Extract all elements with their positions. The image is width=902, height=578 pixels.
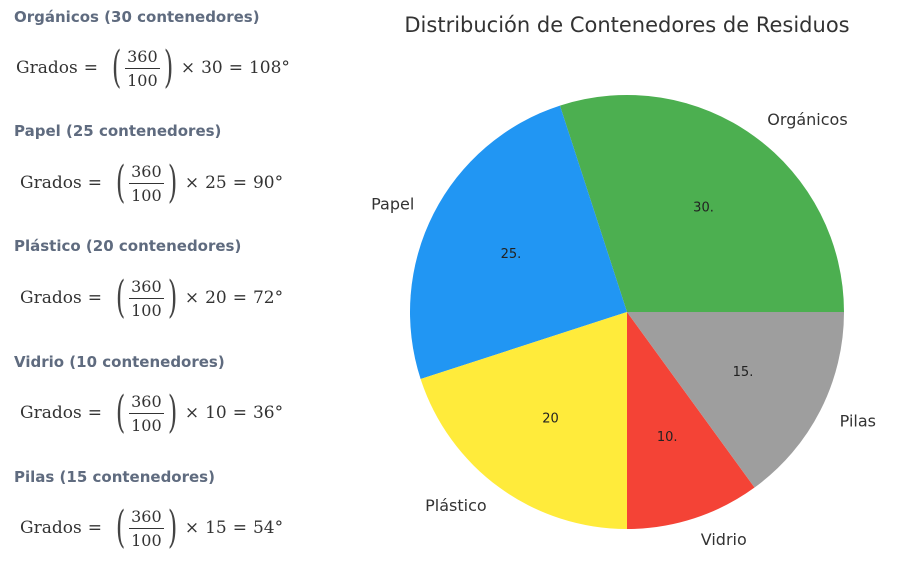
formula-title: Papel (25 contenedores) bbox=[14, 122, 222, 140]
fraction-denominator: 100 bbox=[131, 530, 162, 550]
formula-block-papel: Papel (25 contenedores) bbox=[14, 122, 221, 140]
equals-sign: = bbox=[232, 403, 247, 423]
pie-chart: Distribución de Contenedores de Residuos… bbox=[340, 0, 902, 578]
fraction-group: ( 360 100 ) bbox=[112, 276, 181, 320]
formula-panel: Orgánicos (30 contenedores) Grados = ( 3… bbox=[0, 0, 330, 578]
formula-result: 72° bbox=[252, 288, 284, 308]
times-sign: × bbox=[184, 173, 200, 193]
formula-equation-plastico: Grados = ( 360 100 ) × 20 = 72° bbox=[20, 276, 289, 320]
formula-result: 90° bbox=[252, 173, 284, 193]
pie-data-label: 10. bbox=[657, 430, 678, 445]
pie-slice-0 bbox=[559, 95, 844, 312]
equals-sign: = bbox=[232, 173, 247, 193]
left-paren-icon: ( bbox=[115, 272, 126, 323]
fraction: 360 100 bbox=[129, 392, 164, 435]
formula-block-organicos: Orgánicos (30 contenedores) bbox=[14, 8, 260, 26]
left-paren-icon: ( bbox=[115, 157, 126, 208]
left-paren-icon: ( bbox=[111, 42, 122, 93]
fraction: 360 100 bbox=[129, 162, 164, 205]
pie-data-label: 20 bbox=[542, 411, 559, 426]
fraction-numerator: 360 bbox=[125, 47, 160, 69]
formula-lhs: Grados bbox=[20, 518, 82, 538]
pie-category-label: Pilas bbox=[840, 411, 876, 430]
formula-count: 30 bbox=[201, 58, 223, 78]
formula-result: 36° bbox=[252, 403, 284, 423]
pie-data-label: 30. bbox=[693, 201, 714, 216]
fraction-denominator: 100 bbox=[127, 70, 158, 90]
fraction-group: ( 360 100 ) bbox=[112, 391, 181, 435]
formula-count: 10 bbox=[205, 403, 227, 423]
fraction: 360 100 bbox=[129, 507, 164, 550]
formula-title: Pilas (15 contenedores) bbox=[14, 468, 215, 486]
right-paren-icon: ) bbox=[167, 157, 177, 208]
right-paren-icon: ) bbox=[167, 387, 177, 438]
pie-category-label: Plástico bbox=[425, 496, 487, 515]
pie-slices bbox=[410, 95, 844, 529]
times-sign: × bbox=[184, 403, 200, 423]
pie-category-label: Papel bbox=[371, 195, 414, 214]
formula-lhs: Grados bbox=[20, 288, 82, 308]
formula-result: 54° bbox=[252, 518, 284, 538]
times-sign: × bbox=[184, 518, 200, 538]
left-paren-icon: ( bbox=[115, 502, 126, 553]
left-paren-icon: ( bbox=[115, 387, 126, 438]
pie-category-label: Orgánicos bbox=[767, 110, 847, 129]
fraction-group: ( 360 100 ) bbox=[112, 506, 181, 550]
pie-data-label: 15. bbox=[733, 365, 754, 380]
equals-sign: = bbox=[228, 58, 243, 78]
pie-slice-2 bbox=[420, 312, 627, 529]
times-sign: × bbox=[184, 288, 200, 308]
fraction-numerator: 360 bbox=[129, 507, 164, 529]
formula-count: 20 bbox=[205, 288, 227, 308]
pie-slice-3 bbox=[627, 312, 755, 529]
fraction: 360 100 bbox=[125, 47, 160, 90]
fraction-denominator: 100 bbox=[131, 415, 162, 435]
formula-equation-organicos: Grados = ( 360 100 ) × 30 = 108° bbox=[16, 46, 296, 90]
fraction-denominator: 100 bbox=[131, 300, 162, 320]
right-paren-icon: ) bbox=[167, 502, 177, 553]
fraction-numerator: 360 bbox=[129, 392, 164, 414]
pie-chart-svg: Distribución de Contenedores de Residuos… bbox=[371, 13, 876, 549]
equals-sign: = bbox=[87, 403, 102, 423]
pie-data-label: 25. bbox=[501, 247, 522, 262]
formula-count: 25 bbox=[205, 173, 227, 193]
equals-sign: = bbox=[232, 288, 247, 308]
formula-block-pilas: Pilas (15 contenedores) bbox=[14, 468, 215, 486]
formula-equation-papel: Grados = ( 360 100 ) × 25 = 90° bbox=[20, 161, 289, 205]
fraction-group: ( 360 100 ) bbox=[112, 161, 181, 205]
pie-slice-4 bbox=[627, 312, 844, 488]
formula-lhs: Grados bbox=[20, 173, 82, 193]
formula-equation-vidrio: Grados = ( 360 100 ) × 10 = 36° bbox=[20, 391, 289, 435]
fraction-numerator: 360 bbox=[129, 277, 164, 299]
formula-block-vidrio: Vidrio (10 contenedores) bbox=[14, 353, 225, 371]
chart-title: Distribución de Contenedores de Residuos bbox=[404, 13, 849, 37]
formula-result: 108° bbox=[248, 58, 290, 78]
formula-title: Orgánicos (30 contenedores) bbox=[14, 8, 260, 26]
formula-lhs: Grados bbox=[20, 403, 82, 423]
formula-title: Vidrio (10 contenedores) bbox=[14, 353, 225, 371]
formula-count: 15 bbox=[205, 518, 227, 538]
pie-slice-1 bbox=[410, 105, 627, 380]
equals-sign: = bbox=[83, 58, 98, 78]
right-paren-icon: ) bbox=[167, 272, 177, 323]
equals-sign: = bbox=[87, 518, 102, 538]
fraction: 360 100 bbox=[129, 277, 164, 320]
pie-labels: 30. Orgánicos 25. Papel 20 Plástico 10. Vidrio 1… bbox=[371, 110, 876, 549]
equals-sign: = bbox=[87, 288, 102, 308]
formula-title: Plástico (20 contenedores) bbox=[14, 237, 242, 255]
fraction-group: ( 360 100 ) bbox=[108, 46, 177, 90]
pie-category-label: Vidrio bbox=[701, 530, 747, 549]
times-sign: × bbox=[180, 58, 196, 78]
right-paren-icon: ) bbox=[163, 42, 173, 93]
formula-equation-pilas: Grados = ( 360 100 ) × 15 = 54° bbox=[20, 506, 289, 550]
equals-sign: = bbox=[87, 173, 102, 193]
formula-block-plastico: Plástico (20 contenedores) bbox=[14, 237, 241, 255]
fraction-denominator: 100 bbox=[131, 185, 162, 205]
fraction-numerator: 360 bbox=[129, 162, 164, 184]
formula-lhs: Grados bbox=[16, 58, 78, 78]
equals-sign: = bbox=[232, 518, 247, 538]
